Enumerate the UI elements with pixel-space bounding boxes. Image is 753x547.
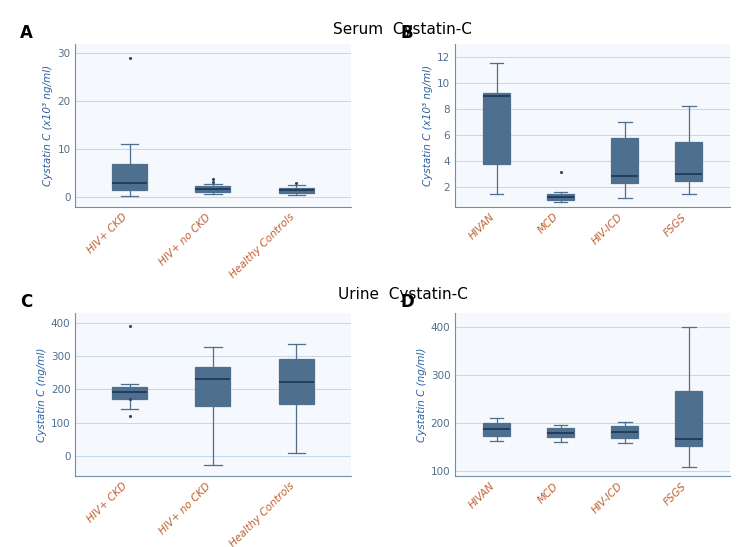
PathPatch shape [547,428,575,437]
Y-axis label: Cystatin C (ng/ml): Cystatin C (ng/ml) [416,347,426,441]
Text: B: B [400,24,413,42]
Text: Serum  Cystatin-C: Serum Cystatin-C [334,22,472,37]
PathPatch shape [483,94,511,164]
PathPatch shape [611,426,639,438]
PathPatch shape [547,194,575,200]
Text: D: D [400,293,414,311]
Y-axis label: Cystatin C (x10³ ng/ml): Cystatin C (x10³ ng/ml) [43,65,53,186]
Y-axis label: Cystatin C (x10³ ng/ml): Cystatin C (x10³ ng/ml) [423,65,433,186]
Text: C: C [20,293,32,311]
PathPatch shape [483,423,511,435]
PathPatch shape [611,138,639,183]
Text: A: A [20,24,33,42]
PathPatch shape [279,188,314,193]
PathPatch shape [196,186,230,192]
Y-axis label: Cystatin C (ng/ml): Cystatin C (ng/ml) [37,347,47,441]
PathPatch shape [675,142,703,181]
PathPatch shape [196,366,230,406]
PathPatch shape [112,387,147,399]
PathPatch shape [112,164,147,190]
PathPatch shape [675,391,703,446]
Text: Urine  Cystatin-C: Urine Cystatin-C [338,287,468,302]
PathPatch shape [279,359,314,404]
